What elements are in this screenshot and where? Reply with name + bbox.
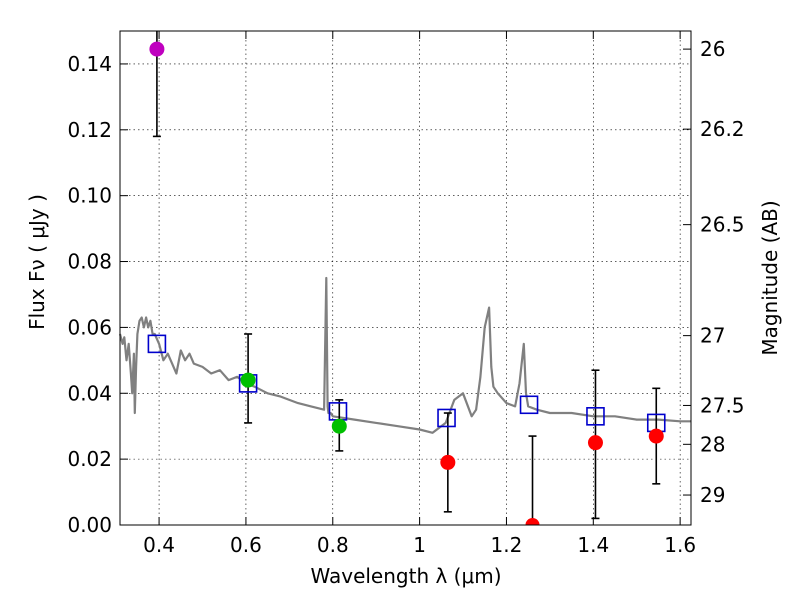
x-tick-label: 0.6 [230,533,262,557]
y-tick-label: 0.04 [67,381,112,405]
observed-flux-point [149,41,165,57]
y-tick-label: 0.08 [67,250,112,274]
y-axis-title: Flux Fν ( μJy ) [25,194,49,330]
x-tick-label: 1.6 [664,533,696,557]
magnitude-tick-label: 29 [700,483,725,507]
model-photometry-square [586,407,605,426]
x-tick-label: 0.4 [143,533,175,557]
magnitude-tick-label: 26.5 [700,213,745,237]
magnitude-axis: 26 26.2 26.5 27 27.5 28 29 [683,37,745,507]
x-axis-title: Wavelength λ (μm) [310,564,501,588]
grid [120,31,691,526]
x-tick-label: 1.4 [577,533,609,557]
magnitude-tick-label: 26.2 [700,117,745,141]
y-tick-label: 0.06 [67,315,112,339]
magnitude-tick-label: 27.5 [700,393,745,417]
observed-flux-point [331,418,347,434]
magnitude-tick-label: 26 [700,37,725,61]
model-spectrum-layer [118,276,691,434]
x-tick-label: 1 [413,533,426,557]
y-tick-label: 0.00 [67,513,112,537]
observed-flux-point [587,435,603,451]
observed-flux-point [648,428,664,444]
y2-axis-title: Magnitude (AB) [758,200,782,355]
observed-flux-point [240,372,256,388]
observed-flux-point [525,518,540,525]
x-axis: 0.4 0.6 0.8 1 1.2 1.4 1.6 [143,31,696,557]
y-tick-label: 0.12 [67,118,112,142]
plot-frame [119,30,692,526]
y-tick-label: 0.10 [67,184,112,208]
model-photometry-square [147,334,167,354]
x-tick-label: 1.2 [491,533,523,557]
y-axis: 0.00 0.02 0.04 0.06 0.08 0.10 0.12 0.14 [67,52,128,537]
x-tick-label: 0.8 [317,533,349,557]
model-photometry-square [437,408,456,428]
data-points-layer [147,31,666,525]
observed-flux-point [440,454,456,470]
model-spectrum-line [118,276,691,434]
model-photometry-square [519,395,539,415]
magnitude-tick-label: 28 [700,432,725,456]
y-tick-label: 0.02 [67,447,112,471]
magnitude-tick-label: 27 [700,324,725,348]
y-tick-label: 0.14 [67,52,112,76]
